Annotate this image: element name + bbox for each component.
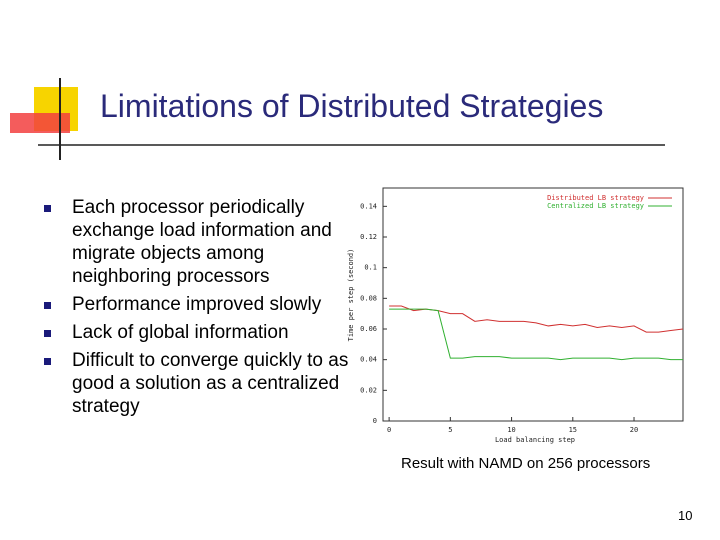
red-bar [10,113,70,133]
x-tick-label: 5 [448,426,452,434]
y-tick-label: 0.06 [360,325,377,333]
x-tick-label: 20 [630,426,638,434]
y-tick-label: 0.1 [364,264,377,272]
legend-label: Centralized LB strategy [547,202,644,210]
y-tick-label: 0.04 [360,356,377,364]
caption: Result with NAMD on 256 processors [401,455,651,472]
x-tick-label: 0 [387,426,391,434]
plot-frame [382,187,684,422]
series-line [389,308,683,361]
y-tick-label: 0.14 [360,202,377,210]
y-tick-label: 0.08 [360,294,377,302]
bullet: Performance improved slowly [44,293,354,316]
bullet: Difficult to converge quickly to as good… [44,349,354,418]
bullet: Lack of global information [44,321,354,344]
slide-title: Limitations of Distributed Strategies [100,88,604,124]
y-tick-label: 0.12 [360,233,377,241]
bullet: Each processor periodically exchange loa… [44,196,354,288]
legend-label: Distributed LB strategy [547,194,644,202]
bullet-list: Each processor periodically exchange loa… [44,196,354,423]
y-tick-label: 0.02 [360,386,377,394]
x-tick-label: 10 [507,426,515,434]
page-number: 10 [678,508,693,523]
y-tick-label: 0 [373,417,377,425]
y-axis-label: Time per step (second) [347,249,355,342]
x-tick-label: 15 [569,426,577,434]
x-axis-label: Load balancing step [495,436,575,444]
